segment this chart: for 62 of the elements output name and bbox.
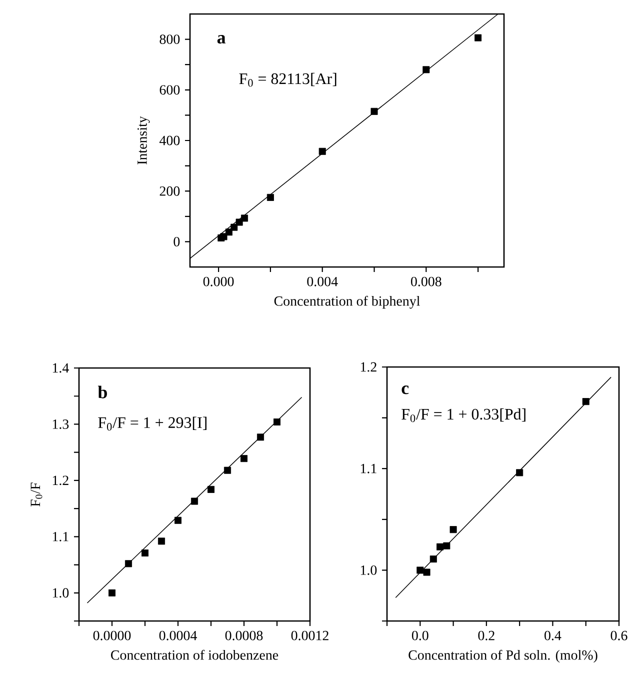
point	[142, 549, 148, 556]
x-tick-label: 0.0008	[225, 630, 263, 640]
point	[108, 589, 116, 596]
point	[318, 148, 326, 155]
point	[450, 526, 457, 534]
x-tick-label: 0.008	[410, 276, 442, 286]
point	[422, 66, 430, 74]
point	[158, 538, 165, 545]
annotation: F$_{0}$ = 82113[Ar]	[239, 72, 336, 87]
point	[430, 556, 437, 563]
annotation: F$_{0}$/F = 1 + 293[I]	[98, 416, 206, 431]
point	[582, 398, 590, 406]
point	[436, 543, 444, 550]
x-tick-label: 0.004	[307, 276, 338, 286]
point	[240, 455, 248, 462]
point	[224, 466, 231, 474]
point	[208, 486, 214, 493]
y-axis-title: F$_{0}$/F	[30, 482, 42, 506]
x-tick-label: 0.6	[610, 630, 628, 640]
y-axis-title: Intensity	[137, 116, 150, 164]
point	[125, 560, 132, 568]
x-tick-label: 0.4	[544, 630, 562, 640]
x-tick-label: 0.0004	[159, 630, 197, 640]
point	[423, 568, 430, 576]
point	[266, 194, 274, 201]
point	[370, 108, 378, 115]
annotation: F$_{0}$/F = 1 + 0.33[Pd]	[402, 408, 526, 422]
y-tick-label: 1.0	[360, 565, 377, 575]
annotation: a	[217, 35, 226, 44]
point	[241, 214, 248, 222]
point	[191, 498, 198, 505]
point	[416, 566, 424, 574]
x-tick-label: 0.2	[478, 630, 494, 640]
y-tick-label: 1.2	[360, 362, 376, 372]
x-axis-title: Concentration of Pd soln. (mol%)	[408, 650, 598, 663]
point	[230, 224, 238, 231]
y-tick-label: 1.1	[52, 532, 68, 542]
y-tick-label: 1.2	[52, 476, 68, 486]
point	[443, 542, 450, 550]
point	[220, 233, 228, 240]
y-tick-label: 600	[160, 85, 180, 95]
annotation: b	[98, 386, 107, 398]
point	[274, 418, 280, 426]
x-tick-label: 0.0	[412, 630, 428, 640]
x-tick-label: 0.0000	[93, 630, 131, 640]
y-tick-label: 1.4	[52, 363, 69, 373]
point	[516, 469, 524, 476]
point	[474, 34, 482, 42]
x-axis-title: Concentration of biphenyl	[274, 296, 420, 309]
y-tick-label: 400	[159, 136, 180, 146]
x-axis-title: Concentration of iodobenzene	[111, 650, 278, 660]
y-tick-label: 1.1	[360, 464, 376, 474]
x-tick-label: 0.0012	[291, 630, 328, 640]
y-tick-label: 1.3	[52, 420, 69, 429]
annotation: c	[402, 386, 409, 394]
y-tick-label: 200	[160, 186, 180, 196]
y-tick-label: 1.0	[52, 588, 69, 598]
point	[174, 516, 182, 524]
point	[257, 434, 264, 441]
y-tick-label: 0	[174, 236, 180, 246]
y-tick-label: 800	[160, 34, 180, 44]
x-tick-label: 0.000	[203, 276, 234, 286]
